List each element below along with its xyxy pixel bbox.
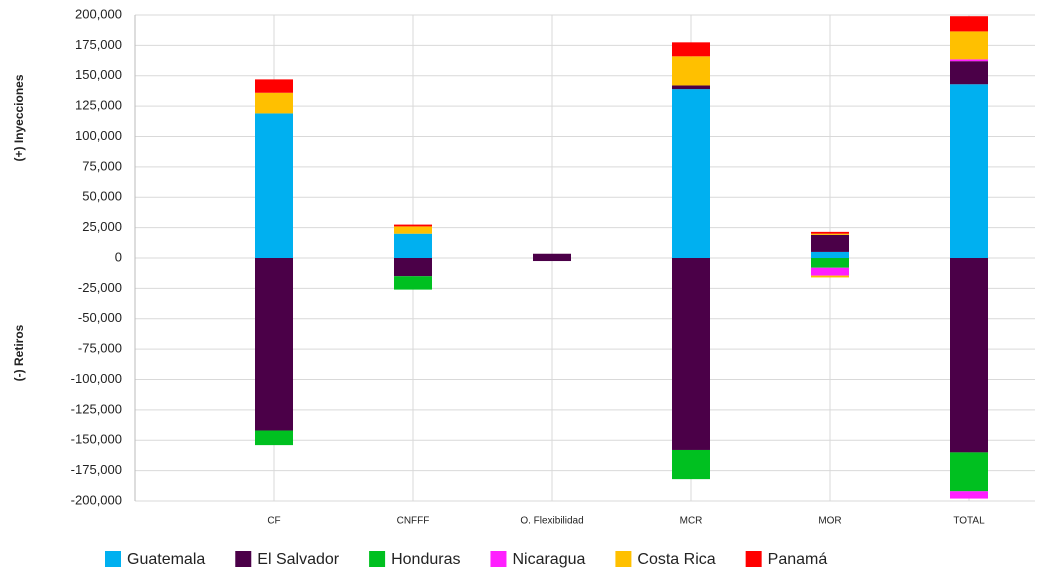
bar-segment [533,253,571,258]
y-tick-label: 25,000 [82,219,122,234]
x-tick-label: O. Flexibilidad [520,516,583,527]
bar-segment [672,449,710,480]
y-tick-label: -175,000 [71,462,122,477]
bar-segment [811,233,849,235]
y-tick-label: -75,000 [78,341,122,356]
y-tick-label: 50,000 [82,189,122,204]
legend-swatch [615,551,632,567]
legend-swatch [105,551,121,567]
x-tick-label: CNFFF [397,516,430,527]
bar-segment [672,56,710,86]
x-tick-label: MCR [680,516,703,527]
bar-segment [811,234,849,252]
y-tick-label: 125,000 [75,98,122,113]
y-tick-label: 200,000 [75,6,122,21]
bar-segment [672,258,710,450]
bar-segment [811,231,849,234]
bar-segment [394,276,432,290]
bar-segment [255,92,293,114]
bar-segment [811,258,849,268]
legend-label: Costa Rica [637,551,715,568]
bar-segment [950,59,988,62]
legend-swatch [490,551,507,567]
bar-segment [394,258,432,277]
legend-swatch [235,551,252,567]
bar-segment [811,251,849,258]
legend-label: Nicaragua [512,551,585,568]
y-tick-label: 150,000 [75,67,122,82]
bar-segment [950,61,988,85]
bar-segment [950,16,988,32]
y-tick-label: 100,000 [75,128,122,143]
y-tick-label: 175,000 [75,37,122,52]
x-tick-label: TOTAL [953,516,985,527]
y-tick-label: 75,000 [82,158,122,173]
bar-segment [950,258,988,453]
bar-segment [811,275,849,278]
bar-segment [394,233,432,258]
legend-swatch [369,551,386,567]
bar-segment [255,113,293,258]
bar-segment [255,430,293,446]
y-tick-label: -25,000 [78,280,122,295]
bar-segment [672,89,710,259]
x-tick-label: CF [267,516,280,527]
y-tick-label: -50,000 [78,310,122,325]
bar-segment [255,258,293,431]
bar-segment [950,31,988,60]
bar-segment [811,267,849,276]
bar-segment [394,224,432,227]
bar-segment [533,258,571,262]
bar-segment [950,452,988,492]
bar-segment [950,84,988,258]
bar-segment [672,42,710,57]
y-tick-label: -200,000 [71,492,122,507]
legend-label: Panamá [768,551,828,568]
y-tick-label: 0 [115,249,122,264]
y-tick-label: -150,000 [71,432,122,447]
bar-segment [394,226,432,234]
bar-segment [255,79,293,93]
y-tick-label: -125,000 [71,401,122,416]
legend-label: El Salvador [257,551,339,568]
bar-segment [672,85,710,90]
y-label-negative: (-) Retiros [12,324,26,381]
y-tick-label: -100,000 [71,371,122,386]
legend-label: Honduras [391,551,460,568]
legend-label: Guatemala [127,551,205,568]
y-label-positive: (+) Inyecciones [12,74,26,161]
x-tick-label: MOR [818,516,841,527]
legend-swatch [745,551,762,567]
bar-segment [950,491,988,499]
